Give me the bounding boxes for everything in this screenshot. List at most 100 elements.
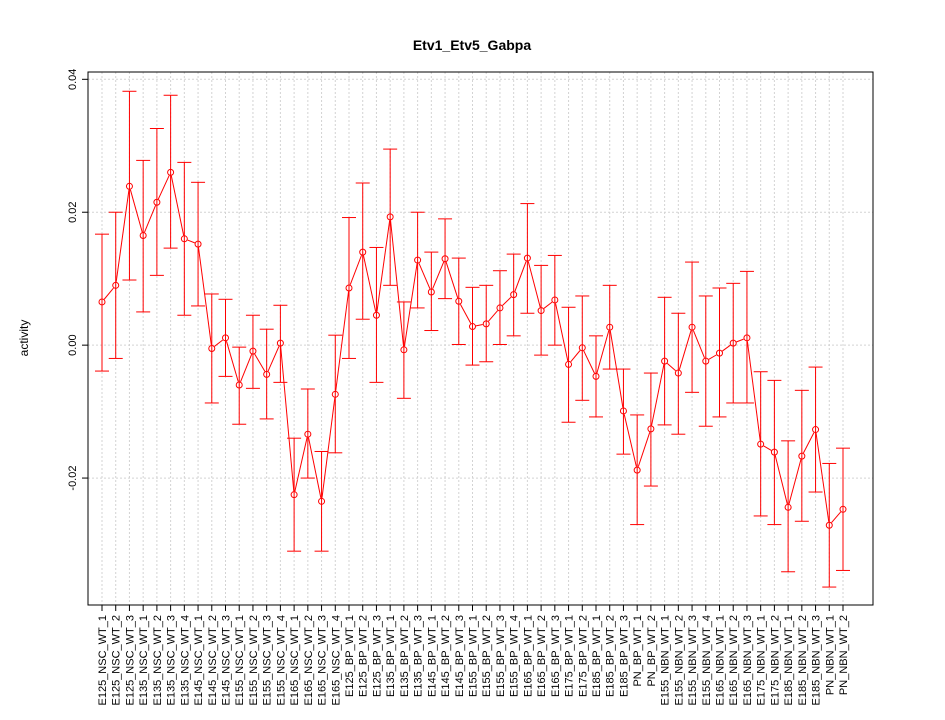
data-point (551, 296, 559, 304)
series-line-segment (267, 346, 280, 372)
x-tick-label: E165_NBN_WT_2 (728, 615, 740, 706)
x-tick-label: E185_BP_WT_2 (605, 615, 617, 697)
data-point (400, 346, 408, 354)
x-tick-label: E175_BP_WT_2 (577, 615, 589, 697)
x-tick-label: E145_NSC_WT_1 (193, 615, 205, 706)
data-point (441, 255, 449, 263)
plot-frame (87, 71, 874, 606)
series-line-segment (543, 301, 553, 309)
series-line-segment (445, 261, 459, 299)
data-point (386, 213, 394, 221)
series-line-segment (708, 354, 717, 360)
data-point (757, 440, 765, 448)
x-tick-label: E125_NSC_WT_3 (124, 615, 136, 706)
x-tick-label: E135_BP_WT_2 (399, 615, 411, 697)
x-tick-label: E135_NSC_WT_1 (138, 615, 150, 706)
x-tick-label: E185_NBN_WT_1 (783, 615, 795, 706)
series-line-segment (666, 363, 677, 372)
x-tick-label: E145_NSC_WT_3 (221, 615, 233, 706)
data-point (798, 452, 806, 460)
data-point (331, 390, 339, 398)
data-point (263, 370, 271, 378)
series-line-segment (198, 247, 212, 346)
series-line-segment (418, 263, 431, 289)
x-tick-label: E125_NSC_WT_2 (111, 615, 123, 706)
series-line-segment (335, 291, 350, 391)
series-line-segment (362, 255, 377, 312)
data-point (194, 240, 202, 248)
series-line-segment (475, 324, 483, 327)
x-tick-label: E165_NSC_WT_3 (317, 615, 329, 706)
x-tick-label: E155_NBN_WT_3 (687, 615, 699, 706)
series-line-segment (831, 511, 842, 523)
series-line-segment (321, 397, 336, 498)
x-tick-label: E145_BP_WT_2 (440, 615, 452, 697)
y-tick-label: 0.00 (67, 334, 79, 355)
series-line-segment (555, 303, 569, 362)
data-point (249, 347, 257, 355)
series-line-segment (514, 261, 527, 292)
data-point (372, 311, 380, 319)
x-tick-label: E125_BP_WT_3 (371, 615, 383, 697)
series-line-segment (774, 455, 788, 505)
data-point (523, 254, 531, 262)
data-point (455, 297, 463, 305)
data-point (619, 407, 627, 415)
series-line-segment (349, 255, 362, 285)
series-line-segment (214, 339, 224, 347)
series-line-segment (376, 220, 391, 312)
x-tick-label: E155_NSC_WT_2 (248, 615, 260, 706)
data-point (716, 349, 723, 357)
x-tick-label: E155_NBN_WT_1 (660, 615, 672, 706)
x-tick-label: E185_NBN_WT_3 (811, 615, 823, 706)
x-tick-label: PN_NBN_WT_1 (824, 615, 836, 695)
data-point (482, 320, 490, 328)
data-point (208, 344, 216, 352)
x-tick-label: E165_BP_WT_3 (550, 615, 562, 697)
x-tick-label: E155_BP_WT_1 (468, 615, 480, 697)
data-point (125, 182, 133, 190)
y-tick-label: -0.02 (67, 466, 79, 491)
data-point (235, 381, 243, 389)
data-point (167, 168, 175, 176)
data-point (318, 497, 326, 505)
data-point (427, 288, 435, 296)
series-line-segment (170, 175, 185, 236)
x-tick-label: E175_NBN_WT_2 (769, 615, 781, 706)
series-line-segment (129, 189, 143, 233)
data-point (674, 369, 682, 377)
x-tick-label: E165_NSC_WT_2 (303, 615, 315, 706)
data-point (633, 466, 641, 474)
series-line-segment (692, 330, 705, 359)
x-tick-label: E155_BP_WT_2 (481, 615, 493, 697)
series-line-segment (390, 220, 405, 347)
x-tick-label: E145_NSC_WT_2 (207, 615, 219, 706)
data-point (537, 307, 545, 315)
x-tick-label: E125_NSC_WT_1 (97, 615, 109, 706)
series-line-segment (736, 338, 744, 343)
series-line-segment (294, 437, 308, 492)
x-tick-label: E125_BP_WT_1 (344, 615, 356, 697)
x-tick-label: E145_BP_WT_1 (426, 615, 438, 697)
x-tick-label: E155_NSC_WT_1 (234, 615, 246, 706)
x-tick-label: E155_NBN_WT_4 (701, 615, 713, 706)
data-point (222, 334, 229, 342)
x-tick-label: E135_NSC_WT_3 (166, 615, 178, 706)
series-line-segment (596, 330, 610, 374)
grid (88, 72, 873, 605)
series-line-segment (488, 310, 499, 322)
data-point (276, 339, 284, 347)
y-tick-label: 0.02 (67, 202, 79, 223)
x-tick-label: E145_BP_WT_3 (454, 615, 466, 697)
x-tick-label: E185_NBN_WT_2 (797, 615, 809, 706)
series-line-segment (403, 263, 418, 347)
x-tick-label: PN_BP_WT_2 (646, 615, 658, 687)
x-tick-label: E165_NSC_WT_4 (330, 615, 342, 706)
series-line-segment (280, 346, 295, 492)
x-tick-label: E135_NSC_WT_4 (179, 615, 191, 706)
x-tick-label: E155_BP_WT_4 (509, 615, 521, 697)
data-point (661, 357, 669, 365)
x-tick-label: E155_BP_WT_3 (495, 615, 507, 697)
data-point (688, 323, 696, 331)
x-tick-label: E175_NBN_WT_1 (756, 615, 768, 706)
